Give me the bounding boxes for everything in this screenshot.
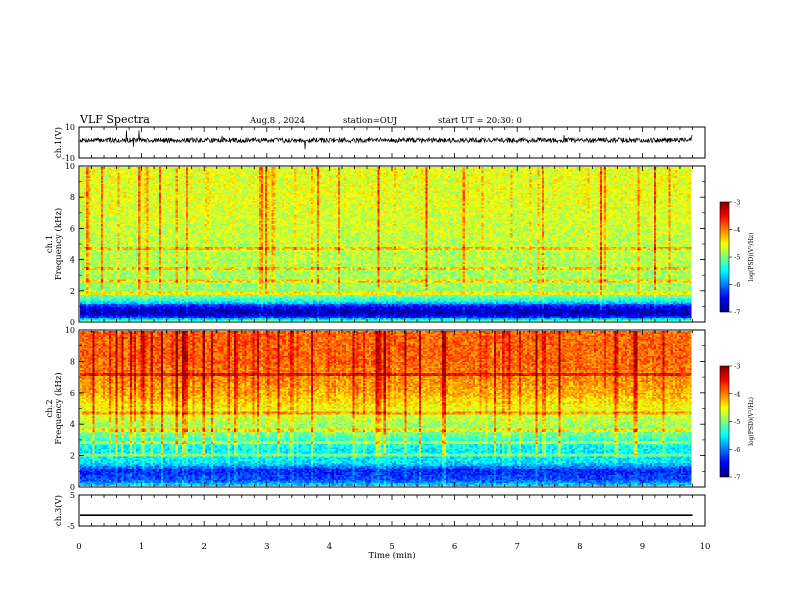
y-tick-label: 8 bbox=[70, 193, 75, 202]
colorbar-tick-label: -3 bbox=[734, 363, 740, 371]
colorbar-tick-label: -6 bbox=[734, 281, 740, 289]
ch3-waveform-panel: 5 -5ch.3(V) bbox=[53, 491, 706, 531]
y-axis-label: ch.3(V) bbox=[53, 495, 64, 526]
y-tick-label: 0 bbox=[70, 483, 75, 492]
ch1-spectrogram-panel: 0 2 4 6 8 10 ch.1 Frequency (kHz) bbox=[45, 162, 706, 327]
colorbar-tick-label: -6 bbox=[734, 446, 740, 454]
panel-frame bbox=[78, 329, 706, 488]
start-ut-label: start UT = 20:30: 0 bbox=[438, 116, 522, 126]
x-axis-label: Time (min) bbox=[368, 550, 415, 561]
y-axis-label: ch.1(V) bbox=[53, 127, 64, 158]
colorbar-tick-label: -5 bbox=[734, 254, 740, 262]
panel-frame bbox=[78, 165, 706, 323]
colorbar-tick-label: -5 bbox=[734, 418, 740, 426]
y-tick-label: 10 bbox=[65, 162, 75, 171]
x-tick-label: 3 bbox=[264, 542, 269, 552]
y-tick-label: 4 bbox=[70, 420, 75, 429]
colorbar-tick-label: -3 bbox=[734, 199, 740, 207]
ch1-waveform-trace bbox=[79, 130, 693, 150]
colorbar-tick-label: -7 bbox=[734, 474, 740, 482]
x-tick-label: 4 bbox=[327, 542, 332, 552]
x-tick-label: 9 bbox=[640, 542, 645, 552]
ch2-colorbar-image bbox=[720, 366, 729, 477]
x-tick-label: 7 bbox=[514, 542, 519, 552]
y-tick-label: 2 bbox=[70, 287, 75, 296]
colorbar-tick-label: -7 bbox=[734, 309, 740, 317]
ch1-colorbar-image bbox=[720, 202, 729, 312]
ch1-colorbar: -3 -4 -5 -6 -7 log(PSD)(V²/Hz) bbox=[719, 199, 755, 317]
y-tick-label: 8 bbox=[70, 357, 75, 366]
y-tick-label: 0 bbox=[70, 318, 75, 327]
colorbar-label: log(PSD)(V²/Hz) bbox=[748, 397, 755, 446]
y-axis-label: Frequency (kHz) bbox=[53, 372, 64, 444]
colorbar-label: log(PSD)(V²/Hz) bbox=[748, 233, 755, 282]
y-tick-label: 10 bbox=[65, 326, 75, 335]
date-label: Aug.8 , 2024 bbox=[249, 116, 305, 126]
y-tick-label: 2 bbox=[70, 452, 75, 461]
colorbar-tick-label: -4 bbox=[734, 226, 740, 234]
panel-channel-label: ch.2 bbox=[45, 399, 55, 417]
y-axis-label: Frequency (kHz) bbox=[53, 208, 64, 280]
y-tick-label: 6 bbox=[70, 224, 75, 233]
x-tick-label: 1 bbox=[139, 542, 144, 552]
ch2-colorbar: -3 -4 -5 -6 -7 log(PSD)(V²/Hz) bbox=[719, 363, 755, 482]
y-tick-label: 10 bbox=[65, 123, 75, 132]
x-tick-label: 10 bbox=[700, 542, 711, 552]
y-tick-label: -10 bbox=[62, 154, 75, 163]
ch1-spectrogram-image bbox=[80, 167, 704, 321]
x-tick-label: 6 bbox=[452, 542, 457, 552]
x-tick-label: 8 bbox=[577, 542, 582, 552]
x-tick-label: 2 bbox=[201, 542, 206, 552]
y-tick-label: 4 bbox=[70, 256, 75, 265]
x-tick-label: 5 bbox=[389, 542, 394, 552]
station-label: station=OUJ bbox=[343, 116, 398, 126]
figure-title: VLF Spectra bbox=[79, 113, 150, 126]
panel-channel-label: ch.1 bbox=[45, 235, 55, 253]
x-tick-label: 0 bbox=[76, 542, 81, 552]
y-tick-label: 6 bbox=[70, 389, 75, 398]
y-tick-label: -5 bbox=[67, 522, 75, 531]
time-axis: 0 1 2 3 4 5 6 7 8 9 10 Time (min) bbox=[76, 542, 710, 561]
colorbar-tick-label: -4 bbox=[734, 390, 740, 398]
ch2-spectrogram-panel: 0 2 4 6 8 10 ch.2 Frequency (kHz) bbox=[45, 326, 706, 492]
y-tick-label: 5 bbox=[70, 491, 75, 500]
ch2-spectrogram-image bbox=[80, 331, 704, 486]
